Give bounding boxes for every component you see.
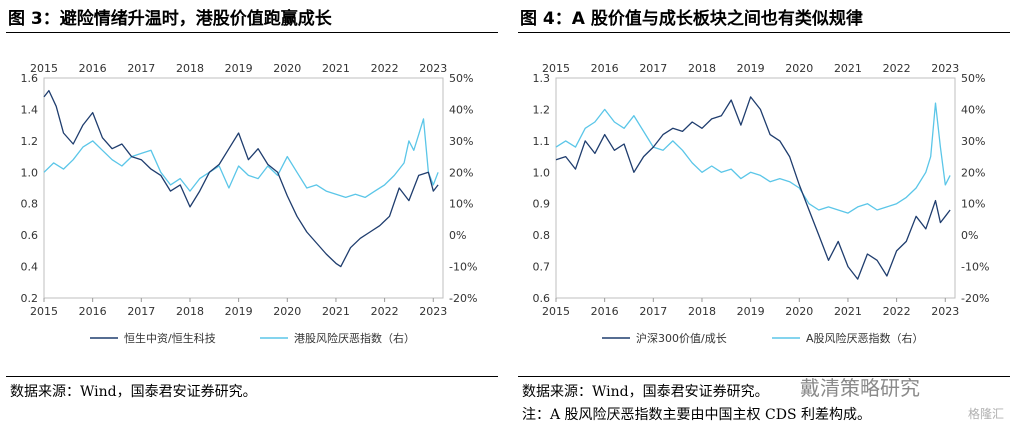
top-x-tick-label: 2022 (371, 62, 399, 75)
top-x-tick-label: 2015 (542, 62, 570, 75)
left-y-tick-label: 1.0 (21, 166, 39, 179)
left-y-tick-label: 0.2 (21, 292, 39, 305)
top-x-tick-label: 2021 (322, 62, 350, 75)
top-x-tick-label: 2018 (688, 62, 716, 75)
left-y-tick-label: 0.6 (533, 292, 551, 305)
right-y-tick-label: -10% (961, 261, 989, 274)
left-y-tick-label: 1.4 (21, 103, 39, 116)
top-x-tick-label: 2020 (785, 62, 813, 75)
left-y-tick-label: 0.8 (21, 198, 39, 211)
top-x-tick-label: 2017 (639, 62, 667, 75)
left-y-tick-label: 1.1 (533, 135, 551, 148)
right-y-tick-label: -10% (449, 261, 477, 274)
right-y-tick-label: 0% (449, 229, 466, 242)
right-y-tick-label: 30% (449, 135, 473, 148)
plot-frame (43, 77, 444, 299)
left-y-tick-label: 0.9 (533, 198, 551, 211)
left-y-tick-label: 1.2 (21, 135, 39, 148)
legend-label: 港股风险厌恶指数（右） (294, 331, 415, 345)
bottom-x-tick-label: 2015 (542, 305, 570, 318)
bottom-x-tick-label: 2016 (79, 305, 107, 318)
bottom-x-tick-label: 2018 (688, 305, 716, 318)
top-x-tick-label: 2019 (737, 62, 765, 75)
left-y-tick-label: 1.2 (533, 103, 551, 116)
plot-frame (555, 77, 956, 299)
top-x-tick-label: 2022 (883, 62, 911, 75)
series-line-left-axis (43, 89, 439, 268)
figure-3-bottom-rule (6, 376, 498, 377)
figure-3-top-rule (6, 32, 498, 33)
right-y-tick-label: 50% (449, 72, 473, 85)
top-x-tick-label: 2016 (591, 62, 619, 75)
legend-label: A股风险厌恶指数（右） (806, 331, 924, 345)
top-x-tick-label: 2015 (30, 62, 58, 75)
left-y-tick-label: 0.8 (533, 229, 551, 242)
right-y-tick-label: 20% (449, 166, 473, 179)
figure-3-title: 图 3：避险情绪升温时，港股价值跑赢成长 (8, 9, 332, 29)
top-x-tick-label: 2019 (225, 62, 253, 75)
bottom-x-tick-label: 2017 (639, 305, 667, 318)
figure-3-source: 数据来源：Wind，国泰君安证券研究。 (10, 384, 257, 400)
top-x-tick-label: 2023 (419, 62, 447, 75)
right-y-tick-label: 0% (961, 229, 978, 242)
right-y-tick-label: -20% (961, 292, 989, 305)
top-x-tick-label: 2017 (127, 62, 155, 75)
figure-4-panel: 图 4：A 股价值与成长板块之间也有类似规律 2015 2016 2017 2018 2… (512, 0, 1012, 428)
bottom-x-tick-label: 2022 (883, 305, 911, 318)
bottom-x-tick-label: 2023 (419, 305, 447, 318)
left-y-tick-label: 1.3 (533, 72, 551, 85)
left-y-tick-label: 1.0 (533, 166, 551, 179)
legend-label: 沪深300价值/成长 (636, 331, 727, 345)
top-x-tick-label: 2021 (834, 62, 862, 75)
figure-3-chart: 2015 2016 2017 2018 2019 2020 2021 2022 2023 2015… (21, 62, 478, 345)
figure-4-chart: 2015 2016 2017 2018 2019 2020 2021 2022 2023 2015… (533, 62, 990, 345)
left-y-tick-label: 0.6 (21, 229, 39, 242)
figure-4-bottom-rule (518, 376, 1010, 377)
watermark-text: 戴清策略研究 (800, 376, 920, 400)
bottom-x-tick-label: 2019 (225, 305, 253, 318)
left-y-tick-label: 0.7 (533, 261, 551, 274)
right-y-tick-label: 20% (961, 166, 985, 179)
watermark-sub: 格隆汇 (968, 407, 1005, 421)
figure-4-title: 图 4：A 股价值与成长板块之间也有类似规律 (520, 9, 863, 29)
figure-4-source: 数据来源：Wind，国泰君安证券研究。 (522, 384, 769, 400)
bottom-x-tick-label: 2017 (127, 305, 155, 318)
right-y-tick-label: 40% (961, 103, 985, 116)
bottom-x-tick-label: 2020 (273, 305, 301, 318)
bottom-x-tick-label: 2020 (785, 305, 813, 318)
series-line-right-axis (555, 102, 951, 214)
figure-3-panel: 图 3：避险情绪升温时，港股价值跑赢成长 2015 2016 2017 2018 201… (0, 0, 500, 428)
right-y-tick-label: -20% (449, 292, 477, 305)
bottom-x-tick-label: 2021 (834, 305, 862, 318)
right-y-tick-label: 50% (961, 72, 985, 85)
bottom-x-tick-label: 2018 (176, 305, 204, 318)
top-x-tick-label: 2016 (79, 62, 107, 75)
right-y-tick-label: 10% (449, 198, 473, 211)
series-line-left-axis (555, 96, 951, 280)
right-y-tick-label: 30% (961, 135, 985, 148)
bottom-x-tick-label: 2015 (30, 305, 58, 318)
top-x-tick-label: 2023 (931, 62, 959, 75)
bottom-x-tick-label: 2016 (591, 305, 619, 318)
left-y-tick-label: 0.4 (21, 261, 39, 274)
bottom-x-tick-label: 2021 (322, 305, 350, 318)
figure-4-top-rule (518, 32, 1010, 33)
right-y-tick-label: 40% (449, 103, 473, 116)
top-x-tick-label: 2018 (176, 62, 204, 75)
legend-label: 恒生中资/恒生科技 (124, 331, 216, 345)
bottom-x-tick-label: 2022 (371, 305, 399, 318)
figure-4-note: 注：A 股风险厌恶指数主要由中国主权 CDS 利差构成。 (522, 407, 871, 423)
right-y-tick-label: 10% (961, 198, 985, 211)
bottom-x-tick-label: 2023 (931, 305, 959, 318)
series-line-right-axis (43, 118, 439, 199)
left-y-tick-label: 1.6 (21, 72, 39, 85)
bottom-x-tick-label: 2019 (737, 305, 765, 318)
top-x-tick-label: 2020 (273, 62, 301, 75)
